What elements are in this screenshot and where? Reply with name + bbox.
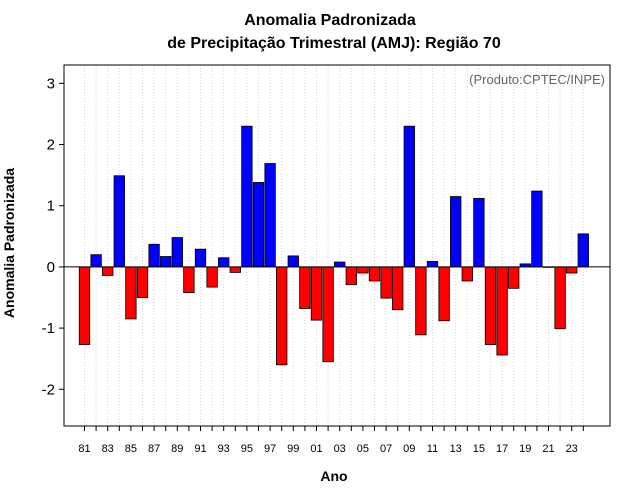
x-tick-label: 99 [287, 443, 299, 455]
y-tick-label: 0 [47, 259, 55, 276]
x-tick-label: 15 [473, 443, 485, 455]
bar-99 [287, 255, 299, 268]
bar-90 [183, 266, 195, 294]
plot-frame [63, 64, 611, 427]
x-tick-label: 19 [519, 443, 531, 455]
bar-07 [380, 266, 392, 299]
bar-20 [531, 190, 543, 268]
x-tick-label: 97 [264, 443, 276, 455]
chart-subtitle: de Precipitação Trimestral (AMJ): Região… [167, 35, 501, 52]
bar-86 [136, 266, 149, 298]
bar-01 [310, 266, 323, 321]
x-tick-label: 95 [241, 443, 253, 455]
bar-81 [78, 266, 91, 346]
chart-title: Anomalia Padronizada [244, 12, 416, 29]
bar-22 [554, 266, 566, 330]
y-axis-title: Anomalia Padronizada [1, 168, 17, 318]
bar-84 [113, 175, 125, 268]
bar-11 [426, 261, 439, 268]
x-tick-label: 03 [334, 443, 346, 455]
y-tick-label: -1 [42, 320, 55, 337]
x-tick-label: 23 [566, 443, 578, 455]
bar-02 [322, 266, 334, 363]
bar-05 [357, 266, 369, 274]
bar-06 [368, 266, 381, 282]
x-tick-label: 17 [496, 443, 508, 455]
bar-10 [415, 266, 427, 336]
bar-96 [252, 182, 265, 268]
grid-layer [84, 65, 584, 426]
source-annotation: (Produto:CPTEC/INPE) [469, 72, 605, 87]
x-tick-label: 07 [380, 443, 392, 455]
x-tick-label: 13 [450, 443, 462, 455]
x-tick-label: 05 [357, 443, 369, 455]
x-tick-label: 83 [102, 443, 114, 455]
bar-15 [473, 197, 485, 268]
x-tick-label: 85 [125, 443, 137, 455]
bar-18 [508, 266, 520, 289]
bar-13 [450, 196, 462, 268]
x-tick-label: 21 [542, 443, 554, 455]
bar-94 [229, 266, 241, 273]
bar-95 [241, 125, 253, 268]
bar-04 [345, 266, 357, 286]
x-axis: 81 83 85 87 89 91 93 95 97 99 01 03 05 07 09 11 13 15 17 19… [78, 426, 584, 455]
x-tick-label: 93 [218, 443, 230, 455]
bar-88 [160, 256, 172, 268]
bar-12 [438, 266, 450, 322]
y-tick-label: 2 [47, 137, 55, 154]
bar-layer [78, 125, 589, 366]
bar-83 [102, 266, 114, 276]
y-tick-label: 1 [47, 198, 55, 215]
x-tick-label: 09 [403, 443, 415, 455]
y-tick-label: -2 [42, 381, 55, 398]
bar-24 [577, 233, 589, 268]
x-tick-label: 81 [78, 443, 90, 455]
bar-09 [403, 125, 415, 268]
x-tick-label: 01 [310, 443, 322, 455]
x-tick-label: 89 [171, 443, 183, 455]
y-tick-label: 3 [47, 75, 55, 92]
bar-98 [276, 266, 288, 366]
bar-87 [148, 243, 160, 268]
bar-08 [392, 266, 404, 311]
y-axis: -2 -1 0 1 2 3 [42, 75, 64, 398]
bar-91 [194, 248, 207, 268]
x-tick-label: 91 [194, 443, 206, 455]
bar-92 [206, 266, 218, 288]
x-axis-title: Ano [320, 468, 347, 484]
bar-89 [171, 237, 183, 268]
bar-03 [334, 261, 346, 268]
bar-14 [461, 266, 473, 282]
x-tick-label: 11 [427, 443, 438, 455]
bar-23 [566, 266, 578, 274]
bar-85 [125, 266, 137, 320]
bar-93 [218, 257, 230, 268]
bar-82 [90, 254, 102, 268]
bar-17 [496, 266, 508, 356]
bar-16 [484, 266, 497, 346]
bar-00 [299, 266, 311, 309]
x-tick-label: 87 [148, 443, 160, 455]
bar-97 [264, 163, 276, 268]
